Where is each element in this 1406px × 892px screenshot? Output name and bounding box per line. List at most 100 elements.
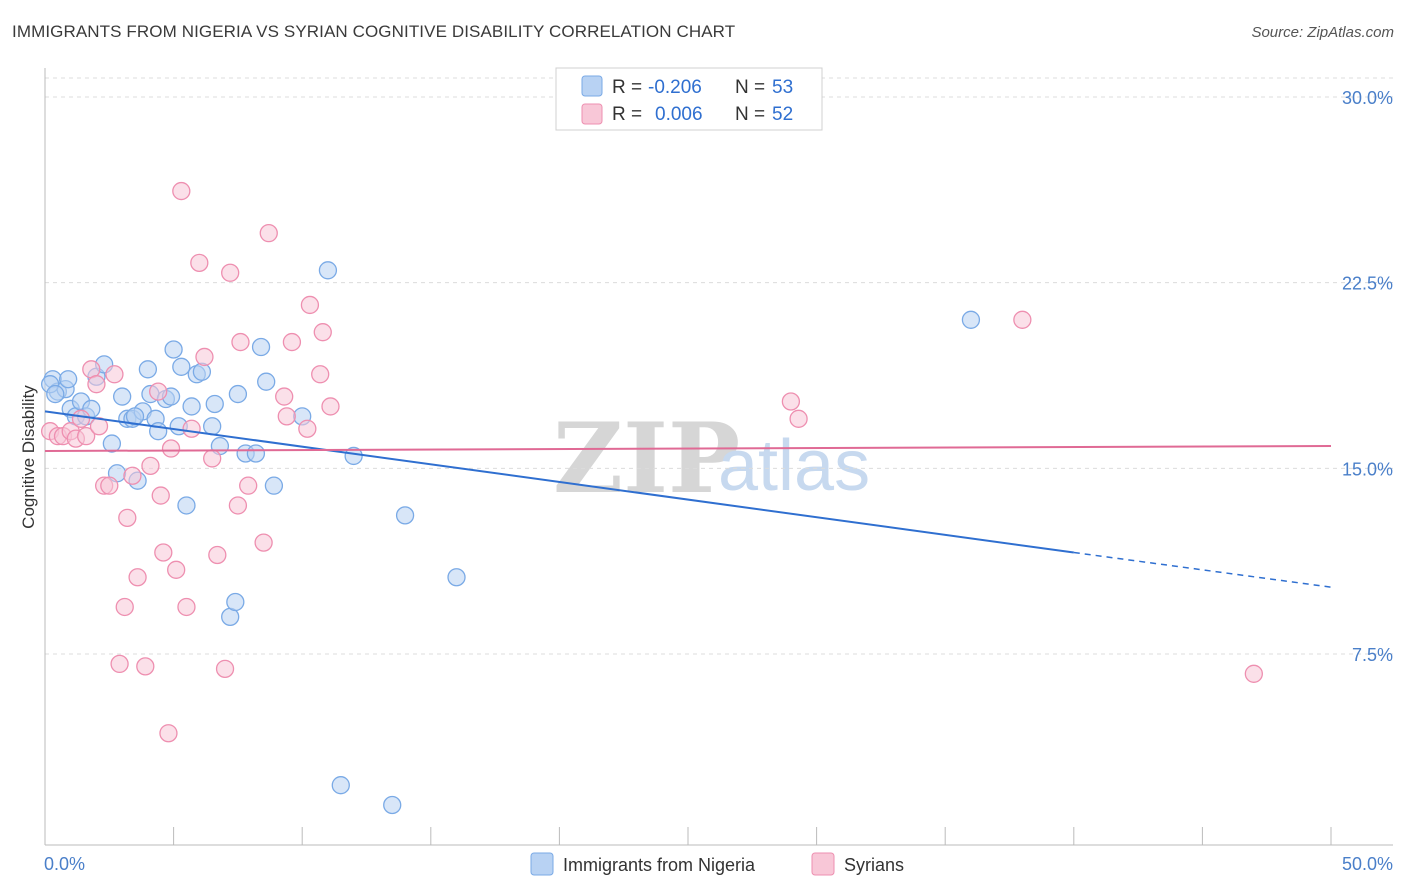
point-syrians — [298, 419, 317, 438]
point-syrians — [172, 181, 191, 201]
point-syrians — [259, 224, 278, 243]
point-syrians — [277, 407, 296, 426]
point-syrians — [71, 409, 91, 428]
point-syrians — [151, 486, 170, 505]
point-nigeria — [182, 397, 201, 416]
point-nigeria — [205, 394, 224, 414]
point-syrians — [789, 409, 808, 428]
point-syrians — [182, 419, 201, 438]
legend-swatch-nigeria — [581, 75, 603, 97]
point-syrians — [141, 456, 160, 476]
point-syrians — [110, 654, 129, 674]
point-syrians — [282, 332, 302, 352]
point-syrians — [313, 323, 332, 342]
legend-n-value-syrians: 52 — [772, 104, 793, 125]
grid-lines — [45, 77, 1393, 655]
point-syrians — [167, 560, 186, 579]
point-syrians — [221, 263, 240, 282]
chart-title: IMMIGRANTS FROM NIGERIA VS SYRIAN COGNIT… — [12, 22, 736, 41]
y-tick-labels: 7.5% 15.0% 22.5% 30.0% — [1342, 88, 1393, 665]
legend-r-value-nigeria: -0.206 — [648, 77, 702, 98]
point-syrians — [115, 597, 134, 617]
point-nigeria — [264, 476, 284, 495]
legend-r-value-syrians: 0.006 — [655, 104, 703, 125]
point-syrians — [118, 508, 137, 527]
point-syrians — [1013, 310, 1032, 329]
point-syrians — [215, 659, 235, 679]
data-points — [40, 181, 1263, 815]
axes — [44, 68, 1393, 846]
point-nigeria — [318, 261, 338, 280]
point-syrians — [161, 439, 181, 458]
legend-n-label-nigeria: N = — [735, 77, 765, 98]
point-nigeria — [344, 446, 363, 466]
point-syrians — [254, 533, 273, 552]
point-syrians — [128, 568, 147, 587]
point-nigeria — [164, 340, 183, 359]
point-nigeria — [46, 384, 65, 404]
point-syrians — [100, 476, 119, 495]
point-nigeria — [257, 372, 276, 391]
point-nigeria — [125, 407, 145, 426]
point-syrians — [123, 466, 142, 485]
bottom-legend-label-nigeria: Immigrants from Nigeria — [563, 855, 756, 875]
point-nigeria — [192, 362, 212, 381]
legend-n-value-nigeria: 53 — [772, 77, 793, 98]
point-syrians — [77, 427, 96, 446]
bottom-legend-swatch-nigeria — [530, 852, 554, 876]
point-nigeria — [395, 506, 415, 525]
point-nigeria — [228, 384, 248, 404]
point-syrians — [321, 397, 340, 416]
point-nigeria — [102, 434, 122, 453]
point-nigeria — [383, 795, 402, 815]
x-tick-label: 50.0% — [1342, 854, 1393, 874]
point-syrians — [203, 449, 222, 468]
point-nigeria — [226, 592, 245, 612]
trend-line-syrians — [44, 445, 1332, 453]
point-syrians — [149, 382, 168, 401]
point-nigeria — [203, 417, 222, 436]
point-nigeria — [177, 496, 196, 515]
trend-lines — [44, 410, 1332, 588]
x-tick-labels: 0.0% 50.0% — [44, 854, 1393, 874]
point-nigeria — [447, 568, 466, 587]
legend-swatch-syrians — [581, 103, 603, 125]
bottom-legend-swatch-syrians — [811, 852, 835, 876]
source-label: Source: ZipAtlas.com — [1251, 24, 1394, 41]
point-syrians — [136, 657, 155, 676]
point-nigeria — [58, 370, 78, 389]
point-syrians — [231, 332, 250, 352]
x-tick-label: 0.0% — [44, 854, 85, 874]
top-legend: R = -0.206 N = 53 R = 0.006 N = 52 — [555, 67, 823, 131]
point-syrians — [781, 392, 801, 411]
point-syrians — [190, 253, 209, 273]
point-nigeria — [113, 387, 132, 406]
point-syrians — [177, 597, 196, 617]
point-syrians — [105, 365, 124, 384]
point-nigeria — [172, 357, 191, 376]
point-nigeria — [961, 310, 981, 329]
point-syrians — [87, 375, 106, 394]
point-syrians — [195, 347, 214, 367]
point-syrians — [159, 724, 178, 743]
point-syrians — [1244, 664, 1263, 683]
point-nigeria — [138, 360, 158, 379]
y-axis-label: Cognitive Disability — [19, 385, 38, 529]
legend-r-label-nigeria: R = — [612, 77, 642, 98]
watermark-zip: ZIP — [553, 402, 740, 515]
point-syrians — [208, 545, 227, 565]
point-syrians — [228, 496, 248, 515]
bottom-legend: Immigrants from Nigeria Syrians — [530, 852, 904, 876]
point-syrians — [300, 295, 320, 315]
point-nigeria — [331, 776, 350, 795]
y-tick-label: 22.5% — [1342, 274, 1393, 294]
y-tick-label: 7.5% — [1352, 645, 1393, 665]
bottom-legend-label-syrians: Syrians — [844, 855, 904, 875]
point-nigeria — [246, 444, 266, 463]
y-tick-label: 30.0% — [1342, 88, 1393, 108]
point-syrians — [275, 387, 294, 406]
trend-line-nigeria — [44, 410, 1074, 554]
point-syrians — [239, 476, 258, 495]
trend-line-nigeria-extrapolated — [1073, 551, 1332, 588]
